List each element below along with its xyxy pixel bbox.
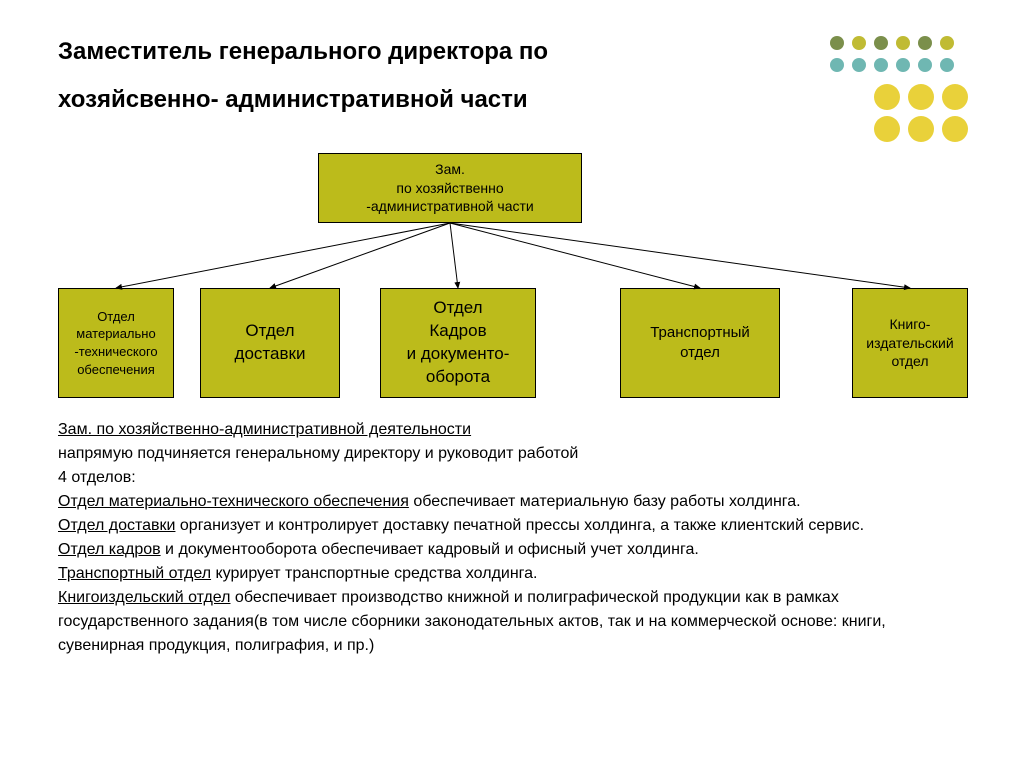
page-title: Заместитель генерального директора по хо… [58,28,548,124]
deco-dot [874,58,888,72]
deco-dot [918,58,932,72]
title-line-2: хозяйсвенно- административной части [58,86,528,113]
org-child-label: Отделдоставки [205,320,335,366]
org-root-node: Зам.по хозяйственно-административной час… [318,153,582,223]
deco-dot [940,36,954,50]
org-child-label: Отделматериально-техническогообеспечения [63,308,169,378]
deco-dot [942,84,968,110]
org-child-label: Книго-издательскийотдел [857,315,963,372]
deco-dot [942,116,968,142]
org-child-node: ОтделКадрови документо-оборота [380,288,536,398]
org-child-label: ОтделКадрови документо-оборота [385,297,531,389]
deco-dot [830,36,844,50]
deco-dot [874,116,900,142]
deco-dot [896,36,910,50]
deco-dot [874,84,900,110]
deco-dot [874,36,888,50]
deco-dot [918,36,932,50]
org-child-node: Транспортныйотдел [620,288,780,398]
deco-dot [852,58,866,72]
deco-dot [852,36,866,50]
title-line-1: Заместитель генерального директора по [58,38,548,65]
org-child-node: Отделдоставки [200,288,340,398]
org-root-label: Зам.по хозяйственно-административной час… [323,160,577,217]
deco-dot [940,58,954,72]
deco-dot [908,84,934,110]
org-child-label: Транспортныйотдел [625,323,775,364]
org-child-node: Отделматериально-техническогообеспечения [58,288,174,398]
org-child-node: Книго-издательскийотдел [852,288,968,398]
deco-dot [908,116,934,142]
description-text: Зам. по хозяйственно-административной де… [58,418,968,658]
deco-dot [896,58,910,72]
deco-dot [830,58,844,72]
